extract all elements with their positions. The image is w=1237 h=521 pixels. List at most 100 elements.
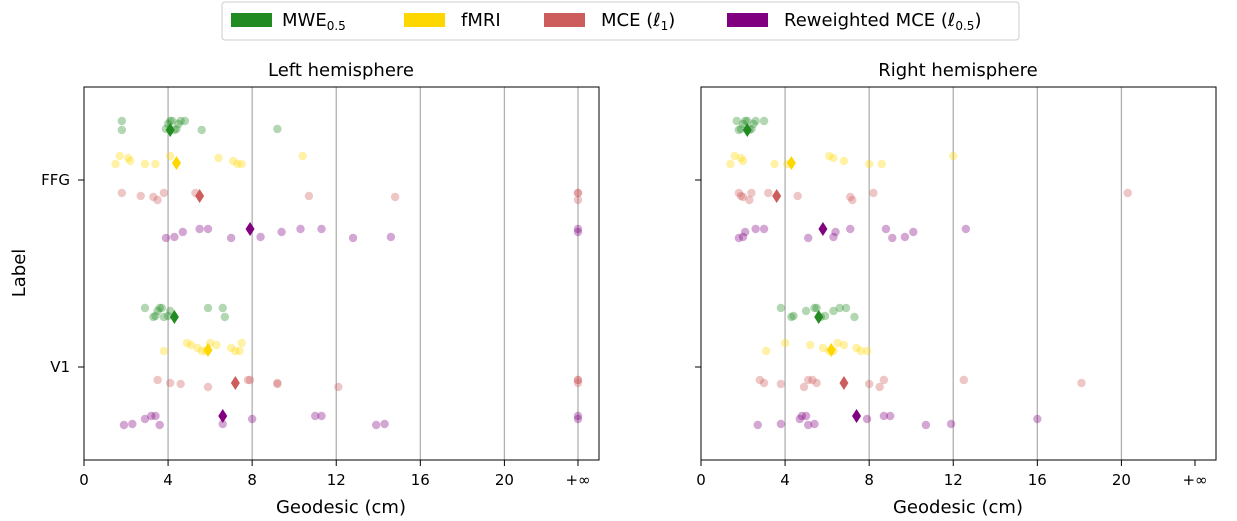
data-point — [862, 414, 872, 424]
data-point — [959, 375, 968, 385]
legend-swatch-mce — [544, 13, 585, 27]
data-point — [726, 159, 735, 169]
legend: MWE0.5 fMRI MCE (ℓ1) Reweighted MCE (ℓ0.… — [221, 1, 1020, 41]
data-point — [738, 119, 748, 129]
median-marker — [195, 189, 205, 203]
median-marker — [839, 376, 849, 390]
data-point — [740, 227, 750, 237]
median-marker — [772, 189, 782, 203]
data-point — [736, 124, 746, 134]
median-marker — [742, 123, 752, 137]
data-point — [818, 343, 828, 353]
data-point — [780, 338, 790, 348]
series-reweighted-mce-0-5 — [734, 222, 1042, 430]
data-point — [835, 303, 844, 313]
data-point — [182, 338, 192, 348]
x-axis-label: Geodesic (cm) — [893, 497, 1023, 518]
data-point — [317, 411, 326, 421]
data-point — [214, 153, 223, 163]
y-axis-label: Label — [9, 249, 30, 298]
data-point — [808, 375, 817, 385]
data-point — [825, 151, 834, 161]
data-point — [235, 346, 244, 356]
legend-frame — [221, 1, 1020, 41]
data-point — [829, 306, 838, 316]
data-point — [165, 306, 175, 316]
y-tick-label-v1: V1 — [50, 358, 70, 376]
data-point — [140, 303, 150, 313]
data-point — [806, 340, 815, 350]
x-tick-label: 4 — [780, 471, 790, 489]
svg-text:Reweighted MCE (ℓ0.5): Reweighted MCE (ℓ0.5) — [784, 10, 981, 33]
data-point — [226, 343, 236, 353]
data-point — [165, 378, 175, 388]
data-point — [243, 375, 253, 385]
data-points — [726, 116, 1132, 430]
legend-item-mwe: MWE0.5 — [231, 10, 346, 33]
data-point — [759, 224, 769, 234]
data-point — [140, 159, 150, 169]
data-point — [734, 233, 744, 243]
data-point — [881, 224, 891, 234]
data-point — [203, 303, 213, 313]
median-marker — [230, 376, 240, 390]
data-point — [961, 224, 971, 234]
data-point — [197, 346, 206, 356]
legend-swatch-reweighted-mce — [727, 13, 768, 27]
x-tick-label: 20 — [495, 471, 514, 489]
data-points — [111, 116, 583, 430]
data-point — [862, 346, 872, 356]
data-point — [789, 311, 798, 321]
legend-swatch-mwe — [231, 13, 272, 27]
series-mwe0-5 — [117, 116, 282, 324]
data-point — [831, 227, 840, 237]
data-point — [195, 224, 204, 234]
legend-sub-mce: 1 — [661, 19, 669, 33]
data-point — [736, 153, 746, 163]
legend-item-mce: MCE (ℓ1) — [544, 10, 675, 33]
data-point — [810, 303, 819, 313]
data-point — [128, 419, 137, 429]
series-mce-1 — [117, 188, 583, 392]
data-point — [804, 420, 813, 430]
data-point — [573, 188, 583, 198]
legend-label-mce: MCE (ℓ — [601, 10, 661, 31]
data-point — [829, 232, 838, 242]
data-point — [237, 159, 246, 169]
y-axis-ticks: FFG V1 — [41, 171, 84, 376]
data-point — [745, 195, 754, 205]
y-axis-ticks — [695, 179, 701, 368]
data-point — [193, 343, 202, 353]
data-point — [812, 303, 821, 313]
data-point — [747, 188, 756, 198]
data-point — [256, 232, 265, 242]
data-point — [846, 224, 855, 234]
data-point — [776, 303, 786, 313]
data-point — [839, 156, 849, 166]
data-point — [317, 224, 326, 234]
data-point — [846, 192, 855, 202]
data-point — [218, 419, 227, 429]
data-point — [850, 312, 859, 322]
median-marker — [165, 123, 175, 137]
data-point — [117, 125, 127, 135]
median-marker — [218, 409, 228, 423]
data-point — [334, 382, 343, 392]
data-point — [111, 159, 120, 169]
data-point — [159, 312, 169, 322]
data-point — [229, 156, 238, 166]
data-point — [187, 340, 196, 350]
data-point — [810, 419, 819, 429]
panel-title: Left hemisphere — [268, 60, 414, 81]
data-point — [151, 311, 160, 321]
data-point — [749, 119, 758, 129]
data-point — [151, 411, 160, 421]
svg-text:MWE0.5: MWE0.5 — [282, 10, 346, 33]
median-marker — [786, 156, 796, 170]
data-point — [770, 159, 779, 169]
data-point — [140, 414, 150, 424]
data-point — [759, 378, 769, 388]
data-point — [839, 340, 849, 350]
data-point — [787, 312, 796, 322]
data-point — [180, 116, 190, 126]
